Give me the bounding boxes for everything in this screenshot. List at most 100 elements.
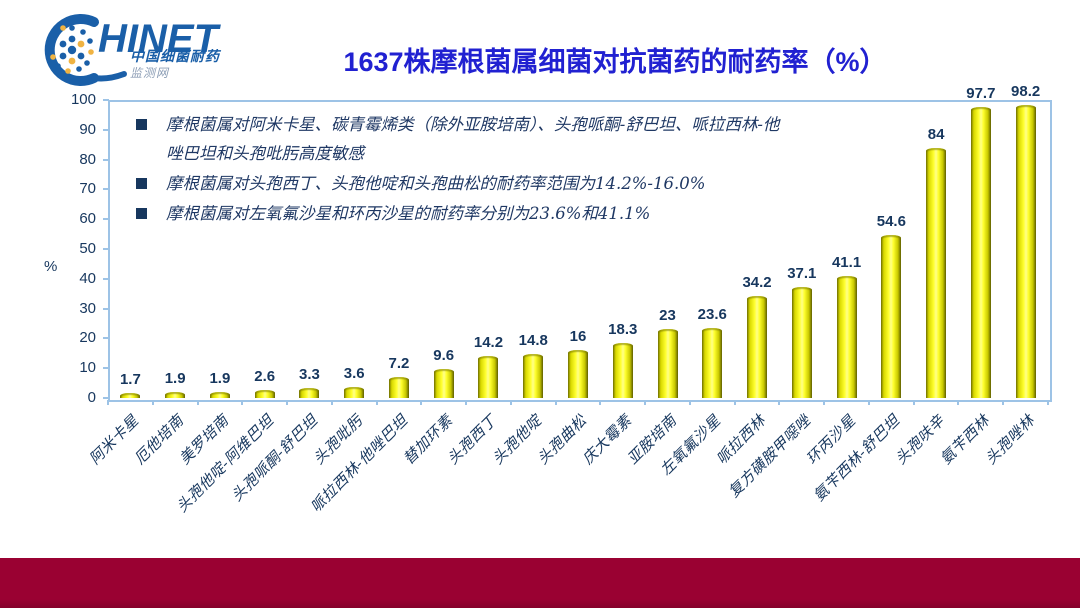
bar-value-label: 3.6 [343, 365, 365, 383]
y-axis-tick-label: 40 [79, 269, 96, 287]
bar-value-label: 54.6 [876, 213, 906, 231]
bar [209, 392, 230, 398]
annotation-list: 摩根菌属对阿米卡星、碳青霉烯类（除外亚胺培南）、头孢哌酮-舒巴坦、哌拉西林-他唑… [136, 110, 836, 229]
bar [1015, 105, 1036, 398]
annotation-text: 唑巴坦和头孢吡肟高度敏感 [166, 144, 364, 163]
bar-value-label: 97.7 [966, 84, 996, 102]
annotation-text: 摩根菌属对阿米卡星、碳青霉烯类（除外亚胺培南）、头孢哌酮-舒巴坦、哌拉西林-他 [166, 115, 780, 134]
bar [791, 287, 812, 398]
bullet-square-icon [136, 178, 147, 189]
x-axis-tick-mark [599, 400, 602, 405]
x-axis-tick-mark [420, 400, 423, 405]
bar-value-label: 84 [927, 125, 945, 143]
y-axis-tick-mark [103, 99, 109, 101]
y-axis-tick-mark [103, 158, 109, 161]
x-axis-tick-mark [107, 400, 109, 405]
bullet-square-icon [136, 208, 147, 219]
bar-value-label: 3.3 [298, 366, 320, 384]
bar [299, 388, 320, 398]
x-axis-tick-mark [1047, 400, 1049, 405]
bar [747, 296, 768, 398]
bar-value-label: 9.6 [433, 347, 455, 365]
annotation-text: 摩根菌属对头孢西丁、头孢他啶和头孢曲松的耐药率范围为14.2%-16.0% [166, 174, 706, 193]
x-axis-tick-mark [509, 400, 512, 405]
x-axis-tick-mark [1002, 400, 1005, 405]
bar-value-label: 1.7 [119, 370, 141, 388]
bar [612, 343, 633, 398]
bar-value-label: 1.9 [209, 370, 231, 388]
annotation-item: 摩根菌属对头孢西丁、头孢他啶和头孢曲松的耐药率范围为14.2%-16.0% [136, 169, 836, 198]
x-axis-tick-mark [733, 400, 736, 405]
annotation-text: 摩根菌属对左氧氟沙星和环丙沙星的耐药率分别为23.6%和41.1% [166, 204, 651, 223]
x-axis-tick-mark [823, 400, 826, 405]
x-axis-tick-mark [330, 400, 333, 405]
y-axis-tick-label: 70 [79, 180, 96, 198]
x-axis-tick-mark [957, 400, 960, 405]
y-axis-tick-label: 10 [79, 359, 96, 377]
bar-value-label: 14.2 [473, 333, 504, 351]
bar [344, 387, 365, 398]
bar [836, 275, 857, 398]
x-axis-tick-mark [375, 400, 378, 405]
y-axis-tick-mark [103, 307, 109, 310]
bar [478, 355, 499, 398]
x-axis-tick-mark [644, 400, 647, 405]
bar-value-label: 41.1 [831, 253, 862, 271]
bar-value-label: 23 [659, 307, 676, 325]
y-axis-tick-label: 80 [79, 150, 96, 168]
y-axis-tick-mark [103, 277, 109, 280]
bar [702, 327, 723, 398]
bar-value-label: 2.6 [254, 368, 276, 386]
footer-bar [0, 558, 1080, 608]
y-axis-tick-label: 90 [79, 120, 96, 138]
logo-subtitle-net: 监测网 [130, 66, 170, 80]
bar [254, 390, 275, 398]
annotation-item: 摩根菌属对阿米卡星、碳青霉烯类（除外亚胺培南）、头孢哌酮-舒巴坦、哌拉西林-他唑… [136, 110, 836, 168]
bar [568, 350, 588, 398]
bar-value-label: 1.9 [164, 370, 186, 388]
bar-value-label: 37.1 [787, 265, 817, 283]
y-axis-tick-mark [103, 337, 109, 340]
y-axis-tick-label: 20 [79, 329, 96, 347]
chinet-logo-icon: HINET [44, 14, 222, 86]
y-axis-tick-label: 60 [79, 210, 96, 228]
x-axis-tick-mark [151, 400, 154, 405]
x-axis-tick-mark [554, 400, 557, 405]
chinet-wordmark: HINET [98, 17, 222, 61]
bar-value-label: 34.2 [742, 274, 772, 292]
x-axis-tick-mark [241, 400, 244, 405]
bar [970, 106, 991, 398]
y-axis-tick-mark [103, 128, 109, 131]
annotation-item: 摩根菌属对左氧氟沙星和环丙沙星的耐药率分别为23.6%和41.1% [136, 199, 836, 228]
page-title: 1637株摩根菌属细菌对抗菌药的耐药率（%） [343, 47, 887, 77]
bar-value-label: 98.2 [1011, 83, 1041, 101]
bar [165, 392, 186, 398]
logo-subtitle-cn: 中国细菌耐药 [130, 48, 220, 64]
bar [926, 147, 947, 398]
bar-value-label: 16 [569, 328, 587, 346]
bar-value-label: 7.2 [388, 354, 410, 372]
x-axis-tick-mark [465, 400, 468, 405]
y-axis-tick-mark [103, 188, 109, 191]
x-axis-tick-mark [912, 400, 915, 405]
x-axis-tick-mark [196, 400, 199, 405]
y-axis-tick-mark [103, 248, 109, 250]
x-axis-tick-mark [688, 400, 691, 405]
y-axis-tick-label: 50 [79, 240, 96, 257]
bullet-square-icon [136, 119, 147, 130]
bar [120, 392, 141, 398]
x-axis-tick-mark [867, 400, 870, 405]
bar-value-label: 18.3 [608, 321, 638, 339]
x-axis-tick-mark [286, 400, 289, 405]
bar [657, 329, 678, 398]
y-axis-unit-label: % [44, 258, 58, 275]
y-axis-tick-label: 100 [70, 91, 96, 108]
y-axis-tick-mark [103, 397, 109, 399]
bar-value-label: 14.8 [518, 331, 548, 349]
bar-value-label: 23.6 [697, 305, 727, 323]
chinet-logo: HINET 中国细菌耐药 监测网 [28, 8, 238, 92]
bar [523, 353, 544, 398]
y-axis-tick-mark [103, 367, 109, 370]
